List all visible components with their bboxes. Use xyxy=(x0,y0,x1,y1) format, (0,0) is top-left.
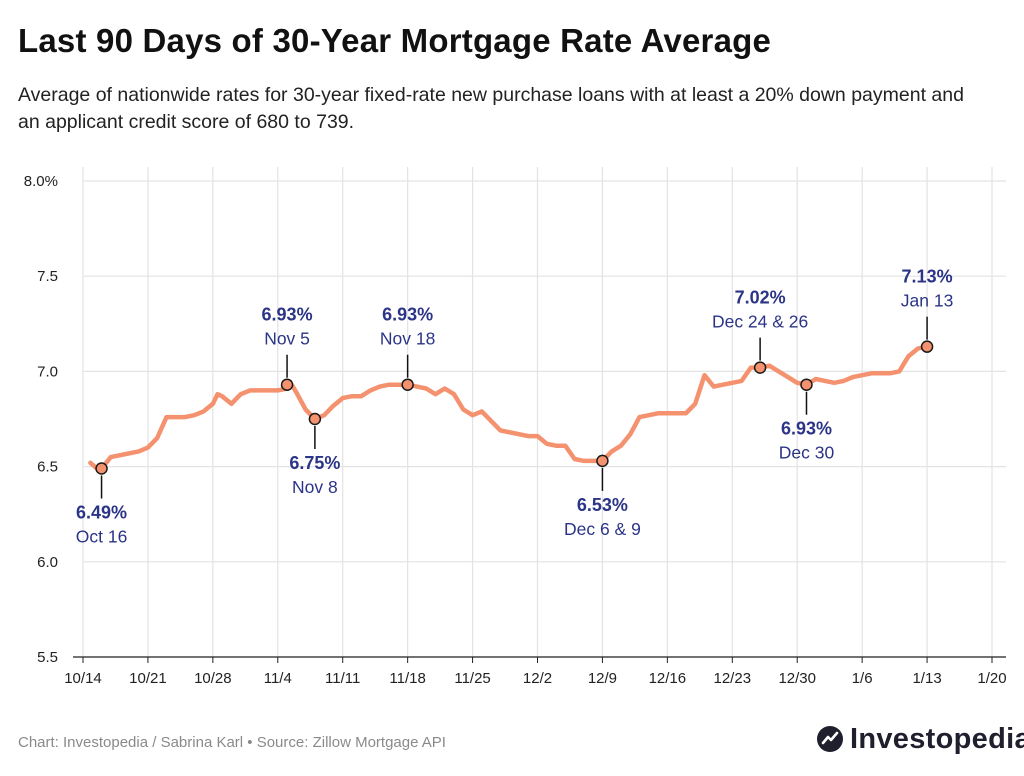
annotation-date: Dec 6 & 9 xyxy=(564,519,641,539)
annotation-point xyxy=(95,462,108,475)
annotation-rate: 6.75% xyxy=(289,453,340,473)
grid xyxy=(82,167,1006,658)
annotation-date: Nov 5 xyxy=(264,329,310,349)
y-tick-label: 5.5 xyxy=(37,649,58,666)
x-tick-label: 11/4 xyxy=(264,670,292,687)
x-tick-label: 12/2 xyxy=(523,670,552,687)
annotation-date: Oct 16 xyxy=(76,527,128,547)
series-layer xyxy=(88,344,930,471)
source-credit: Chart: Investopedia / Sabrina Karl • Sou… xyxy=(18,734,446,751)
x-tick-label: 12/23 xyxy=(714,670,752,687)
series-line xyxy=(88,344,930,471)
annotation-date: Dec 24 & 26 xyxy=(712,312,808,332)
annotation-point xyxy=(308,412,322,426)
x-tick-label: 11/11 xyxy=(325,670,360,687)
x-tick-label: 10/21 xyxy=(129,670,167,687)
annotation-rate: 6.93% xyxy=(382,305,433,325)
y-tick-label: 6.0 xyxy=(37,554,58,571)
x-tick-label: 1/20 xyxy=(977,670,1006,687)
x-tick-label: 12/9 xyxy=(588,670,617,687)
x-tick-label: 1/6 xyxy=(852,670,873,687)
annotation-rate: 7.02% xyxy=(735,288,786,308)
annotations: 6.49% Oct 16 6.93% Nov 5 6.75% Nov 8 6.93% Nov … xyxy=(76,267,954,547)
annotation-rate: 6.93% xyxy=(781,419,832,439)
x-tick-label: 1/13 xyxy=(912,670,941,687)
annotation-point xyxy=(401,378,414,391)
annotation-date: Dec 30 xyxy=(779,443,835,463)
annotation-date: Nov 8 xyxy=(292,477,338,497)
annotation-point xyxy=(596,454,609,468)
y-tick-label: 7.5 xyxy=(37,268,58,285)
annotation-point xyxy=(280,378,294,391)
y-tick-label: 8.0% xyxy=(24,173,58,190)
annotation-date: Nov 18 xyxy=(380,329,435,349)
brand-name: Investopedia xyxy=(850,722,1024,755)
annotation-rate: 6.93% xyxy=(262,305,313,325)
chart-subtitle: Average of nationwide rates for 30-year … xyxy=(18,84,964,133)
x-tick-label: 11/25 xyxy=(454,670,490,687)
annotation: 6.93% Nov 5 xyxy=(262,305,313,391)
annotation-rate: 7.13% xyxy=(902,267,953,287)
axes: 8.0% 7.5 7.0 6.5 6.0 5.5 10/14 10/21 10/28 11/4 11… xyxy=(24,173,1007,687)
annotation-point xyxy=(920,340,934,353)
annotation: 7.13% Jan 13 xyxy=(901,267,954,353)
annotation-date: Jan 13 xyxy=(901,291,954,311)
annotation-rate: 6.53% xyxy=(577,495,628,515)
annotation: 6.93% Nov 18 xyxy=(380,305,435,391)
annotation: 6.49% Oct 16 xyxy=(76,462,128,547)
annotation-point xyxy=(753,361,767,374)
annotation: 7.02% Dec 24 & 26 xyxy=(712,288,808,374)
x-tick-label: 12/30 xyxy=(778,670,816,687)
annotation-point xyxy=(800,378,813,391)
x-tick-label: 12/16 xyxy=(649,670,687,687)
annotation: 6.93% Dec 30 xyxy=(779,378,835,463)
annotation: 6.75% Nov 8 xyxy=(289,412,340,497)
annotation: 6.53% Dec 6 & 9 xyxy=(564,454,641,539)
x-tick-label: 10/14 xyxy=(64,670,102,687)
annotation-rate: 6.49% xyxy=(76,503,127,523)
y-tick-label: 7.0 xyxy=(37,363,58,380)
brand-logo: Investopedia xyxy=(816,722,1024,756)
x-tick-label: 10/28 xyxy=(194,670,232,687)
x-tick-label: 11/18 xyxy=(389,670,425,687)
y-tick-label: 6.5 xyxy=(37,459,58,476)
chart-title: Last 90 Days of 30-Year Mortgage Rate Av… xyxy=(18,22,772,59)
investopedia-icon xyxy=(817,726,843,752)
